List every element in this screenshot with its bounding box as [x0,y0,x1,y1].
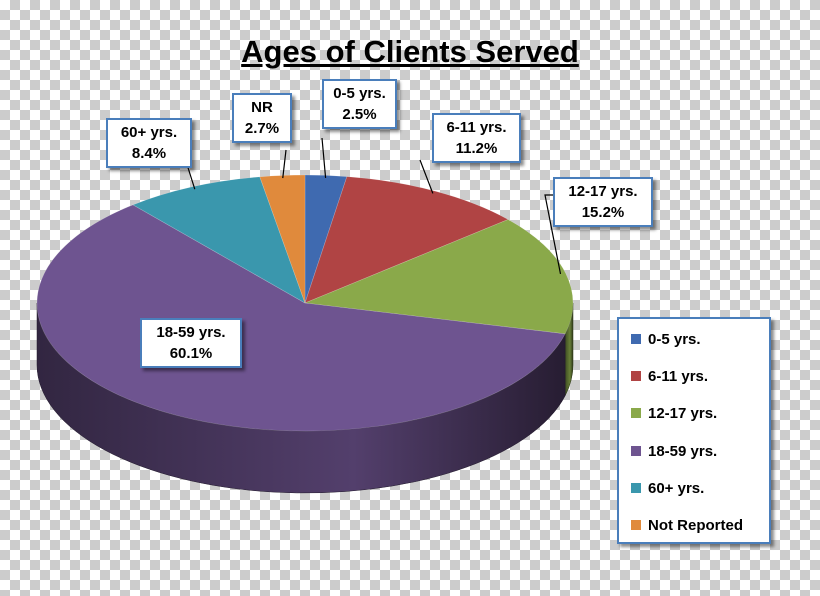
legend-item-12-17: 12-17 yrs. [631,402,717,424]
leader-line [544,194,562,275]
data-label-6-11: 6-11 yrs. 11.2% [432,113,521,163]
legend-label: 6-11 yrs. [648,367,709,385]
legend-item-not-reported: Not Reported [631,514,743,536]
legend-label: Not Reported [648,516,743,534]
legend-label: 60+ yrs. [648,479,705,497]
chart-title: Ages of Clients Served [241,34,579,69]
legend-label: 18-59 yrs. [648,442,718,460]
pie-slice-6-11-yrs- [304,176,509,304]
legend-label: 12-17 yrs. [648,404,718,422]
legend-swatch [631,446,641,456]
legend-swatch [631,408,641,418]
legend: 0-5 yrs. 6-11 yrs. 12-17 yrs. 18-59 yrs.… [617,317,771,544]
legend-item-60-plus: 60+ yrs. [631,477,704,499]
legend-swatch [631,334,641,344]
legend-swatch [631,371,641,381]
legend-swatch [631,483,641,493]
pie-slice-12-17-yrs- [303,219,574,335]
data-label-18-59: 18-59 yrs. 60.1% [140,318,242,368]
leader-line [321,137,327,178]
data-label-0-5: 0-5 yrs. 2.5% [322,79,397,129]
pie-slice-not-reported [259,174,306,304]
pie-slice-18-59-yrs- [36,204,566,432]
legend-item-6-11: 6-11 yrs. [631,365,708,387]
legend-label: 0-5 yrs. [648,330,701,348]
data-label-not-reported: NR 2.7% [232,93,292,143]
pie-slice-60-yrs- [132,176,306,304]
legend-item-18-59: 18-59 yrs. [631,440,717,462]
legend-item-0-5: 0-5 yrs. [631,328,701,350]
leader-line [419,159,434,194]
data-label-12-17: 12-17 yrs. 15.2% [553,177,653,227]
legend-swatch [631,520,641,530]
data-label-60-plus: 60+ yrs. 8.4% [106,118,192,168]
leader-line [282,149,287,179]
pie-slice-0-5-yrs- [304,174,348,304]
